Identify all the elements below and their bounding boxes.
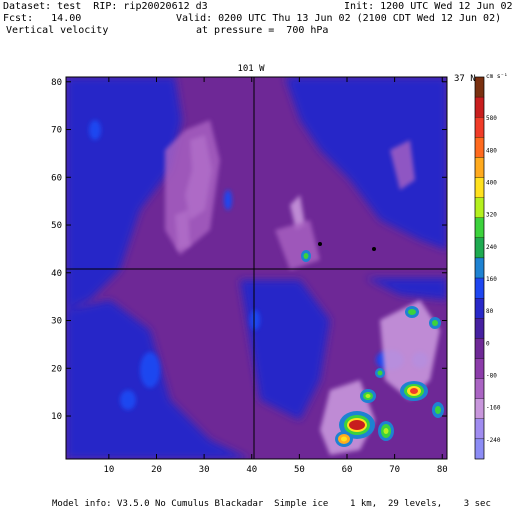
y-tick-label: 60 <box>51 173 62 183</box>
color-bar-swatch <box>474 76 485 98</box>
x-tick-label: 70 <box>389 465 400 475</box>
station-dot <box>372 247 376 251</box>
color-bar-swatch <box>474 378 485 399</box>
y-axis-tick-labels: 10 20 30 40 50 60 70 80 <box>51 78 62 422</box>
color-bar-swatch <box>474 197 485 218</box>
color-bar-label: -80 <box>486 373 497 380</box>
color-bar-swatch <box>474 217 485 238</box>
y-tick-label: 20 <box>51 364 62 374</box>
color-bar-label: 160 <box>486 276 497 283</box>
color-bar-swatch <box>474 358 485 379</box>
valid-time-label: Valid: 0200 UTC Thu 13 Jun 02 (2100 CDT … <box>176 13 502 24</box>
color-bar-label: -240 <box>486 437 501 444</box>
color-bar-swatch <box>474 277 485 299</box>
color-bar-frame <box>474 76 485 460</box>
color-bar-swatch <box>474 96 485 118</box>
color-bar-swatch <box>474 177 485 198</box>
x-tick-label: 40 <box>246 465 257 475</box>
plot-frame <box>65 76 448 460</box>
x-axis-tick-labels: 10 20 30 40 50 60 70 80 <box>103 465 447 475</box>
color-bar-swatch <box>474 338 485 359</box>
color-bar <box>474 76 485 460</box>
field-name-label: Vertical velocity <box>6 25 109 36</box>
y-tick-label: 70 <box>51 126 62 136</box>
color-bar-label: 400 <box>486 180 497 187</box>
y-axis-ticks <box>66 81 447 417</box>
x-tick-label: 50 <box>294 465 305 475</box>
color-bar-swatch <box>474 318 485 339</box>
color-bar-swatch <box>474 257 485 279</box>
station-dot <box>318 242 322 246</box>
x-tick-label: 20 <box>151 465 162 475</box>
updraft-cell-small-4 <box>375 368 385 378</box>
x-tick-label: 10 <box>103 465 114 475</box>
field-map <box>66 77 447 459</box>
updraft-cell-small-5 <box>432 402 444 418</box>
color-bar-label: 240 <box>486 244 497 251</box>
dataset-label: Dataset: test RIP: rip20020612 d3 <box>3 1 208 12</box>
y-tick-label: 80 <box>51 78 62 88</box>
color-bar-swatch <box>474 237 485 259</box>
color-bar-unit: cm s⁻¹ <box>486 73 508 80</box>
updraft-cells <box>301 250 444 447</box>
x-tick-label: 60 <box>342 465 353 475</box>
color-bar-label: 580 <box>486 115 497 122</box>
color-bar-swatch <box>474 438 485 460</box>
top-latitude-label: 37 N <box>454 74 476 84</box>
color-bar-label: 0 <box>486 340 490 347</box>
color-bar-swatch <box>474 157 485 178</box>
model-info-label: Model info: V3.5.0 No Cumulus Blackadar … <box>52 499 491 509</box>
color-bar-labels: 580 480 400 320 240 160 80 0 -80 -160 -240 <box>486 115 501 444</box>
x-axis-ticks <box>108 77 443 459</box>
pressure-level-label: at pressure = 700 hPa <box>196 25 329 36</box>
color-bar-swatch <box>474 418 485 440</box>
forecast-hour-label: Fcst: 14.00 <box>3 13 82 24</box>
color-bar-label: 80 <box>486 308 494 315</box>
color-bar-label: 480 <box>486 147 497 154</box>
y-tick-label: 30 <box>51 317 62 327</box>
color-bar-label: -160 <box>486 405 501 412</box>
updraft-cell-small-1 <box>405 306 419 318</box>
y-tick-label: 50 <box>51 221 62 231</box>
color-bar-label: 320 <box>486 212 497 219</box>
color-bar-swatch <box>474 117 485 138</box>
x-tick-label: 30 <box>199 465 210 475</box>
init-label: Init: 1200 UTC Wed 12 Jun 02 <box>344 1 512 12</box>
updraft-cell-sw <box>335 431 353 447</box>
color-bar-swatch <box>474 398 485 419</box>
y-tick-label: 40 <box>51 269 62 279</box>
x-tick-label: 80 <box>437 465 448 475</box>
updraft-cell-mid <box>360 389 376 403</box>
color-bar-swatch <box>474 298 485 319</box>
updraft-cell-east <box>400 381 428 401</box>
updraft-cell-small-3 <box>301 250 311 262</box>
y-tick-label: 10 <box>51 412 62 422</box>
updraft-cell-small-2 <box>429 317 441 329</box>
color-bar-swatch <box>474 137 485 158</box>
top-longitude-label: 101 W <box>237 64 265 74</box>
updraft-cell-south <box>378 421 394 441</box>
